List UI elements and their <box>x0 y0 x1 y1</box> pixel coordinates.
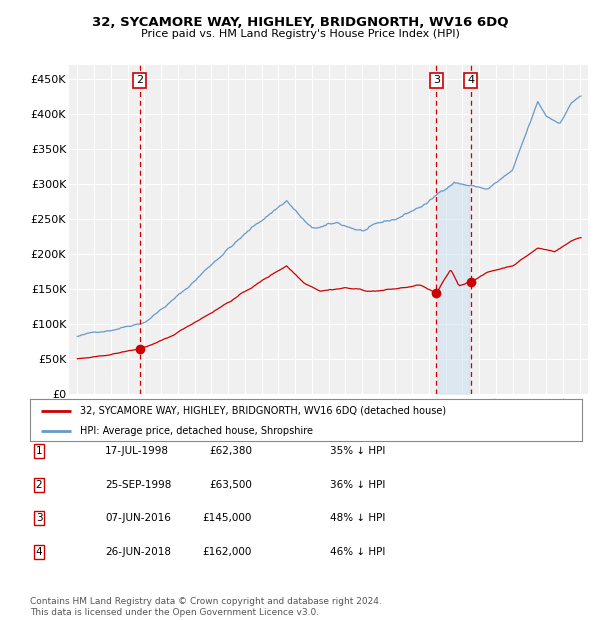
Text: £145,000: £145,000 <box>203 513 252 523</box>
Text: HPI: Average price, detached house, Shropshire: HPI: Average price, detached house, Shro… <box>80 426 313 436</box>
Text: 36% ↓ HPI: 36% ↓ HPI <box>330 480 385 490</box>
Text: 32, SYCAMORE WAY, HIGHLEY, BRIDGNORTH, WV16 6DQ (detached house): 32, SYCAMORE WAY, HIGHLEY, BRIDGNORTH, W… <box>80 405 446 415</box>
Text: 25-SEP-1998: 25-SEP-1998 <box>105 480 172 490</box>
Text: 17-JUL-1998: 17-JUL-1998 <box>105 446 169 456</box>
Text: 3: 3 <box>433 76 440 86</box>
Text: 35% ↓ HPI: 35% ↓ HPI <box>330 446 385 456</box>
Text: £62,380: £62,380 <box>209 446 252 456</box>
Text: Price paid vs. HM Land Registry's House Price Index (HPI): Price paid vs. HM Land Registry's House … <box>140 29 460 39</box>
Text: 1: 1 <box>35 446 43 456</box>
Text: 48% ↓ HPI: 48% ↓ HPI <box>330 513 385 523</box>
Text: 2: 2 <box>35 480 43 490</box>
Text: £162,000: £162,000 <box>203 547 252 557</box>
Text: 32, SYCAMORE WAY, HIGHLEY, BRIDGNORTH, WV16 6DQ: 32, SYCAMORE WAY, HIGHLEY, BRIDGNORTH, W… <box>92 16 508 29</box>
Text: 4: 4 <box>467 76 474 86</box>
Text: 46% ↓ HPI: 46% ↓ HPI <box>330 547 385 557</box>
Text: 2: 2 <box>136 76 143 86</box>
Text: 26-JUN-2018: 26-JUN-2018 <box>105 547 171 557</box>
Text: 3: 3 <box>35 513 43 523</box>
Text: 07-JUN-2016: 07-JUN-2016 <box>105 513 171 523</box>
Text: £63,500: £63,500 <box>209 480 252 490</box>
Text: 4: 4 <box>35 547 43 557</box>
Text: Contains HM Land Registry data © Crown copyright and database right 2024.
This d: Contains HM Land Registry data © Crown c… <box>30 598 382 617</box>
